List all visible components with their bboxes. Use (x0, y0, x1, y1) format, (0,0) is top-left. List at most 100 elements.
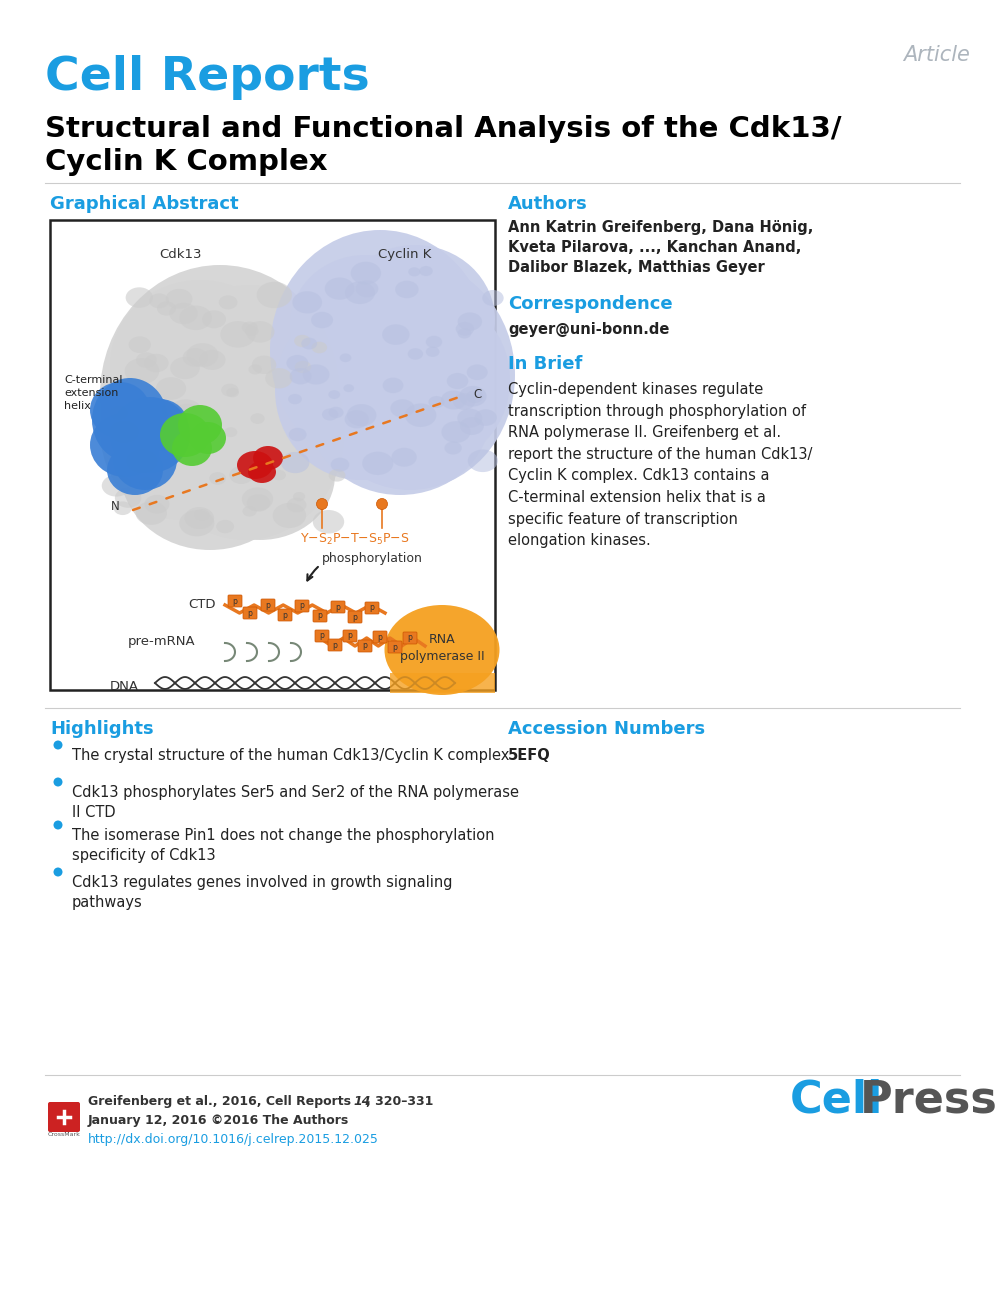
Text: Graphical Abstract: Graphical Abstract (50, 194, 238, 213)
Text: p: p (393, 642, 397, 651)
Ellipse shape (219, 295, 237, 309)
Text: Structural and Functional Analysis of the Cdk13/: Structural and Functional Analysis of th… (45, 115, 841, 144)
Ellipse shape (441, 422, 470, 442)
Ellipse shape (351, 262, 381, 284)
Text: RNA
polymerase II: RNA polymerase II (400, 633, 484, 663)
Ellipse shape (257, 466, 275, 479)
Ellipse shape (457, 329, 471, 338)
Ellipse shape (294, 335, 311, 347)
Ellipse shape (356, 281, 378, 298)
Ellipse shape (173, 403, 202, 425)
Text: The crystal structure of the human Cdk13/Cyclin K complex: The crystal structure of the human Cdk13… (72, 748, 510, 763)
Ellipse shape (453, 393, 475, 410)
Text: Kveta Pilarova, ..., Kanchan Anand,: Kveta Pilarova, ..., Kanchan Anand, (508, 240, 801, 254)
Ellipse shape (460, 416, 484, 435)
Text: CTD: CTD (188, 598, 215, 611)
Text: p: p (232, 596, 237, 606)
Ellipse shape (426, 347, 439, 358)
Ellipse shape (288, 394, 302, 405)
Text: p: p (320, 632, 325, 641)
Ellipse shape (455, 322, 474, 335)
FancyBboxPatch shape (358, 639, 372, 652)
Ellipse shape (245, 326, 258, 335)
Text: pre-mRNA: pre-mRNA (128, 636, 196, 649)
Text: p: p (247, 608, 252, 617)
Text: In Brief: In Brief (508, 355, 582, 373)
Ellipse shape (202, 311, 226, 329)
Ellipse shape (302, 338, 318, 350)
Ellipse shape (160, 412, 210, 457)
Text: January 12, 2016 ©2016 The Authors: January 12, 2016 ©2016 The Authors (88, 1114, 350, 1128)
Text: p: p (408, 633, 412, 642)
Ellipse shape (178, 405, 222, 445)
Text: , 320–331: , 320–331 (366, 1095, 433, 1108)
Ellipse shape (242, 321, 257, 333)
Text: N: N (112, 500, 120, 513)
Ellipse shape (428, 395, 444, 408)
Ellipse shape (185, 508, 214, 530)
Text: CrossMark: CrossMark (47, 1131, 80, 1137)
Ellipse shape (145, 320, 345, 540)
Ellipse shape (286, 355, 309, 372)
Ellipse shape (129, 337, 151, 354)
Ellipse shape (446, 373, 468, 389)
Circle shape (53, 778, 62, 787)
Ellipse shape (185, 410, 335, 540)
Ellipse shape (344, 384, 354, 393)
Ellipse shape (340, 354, 352, 363)
Ellipse shape (395, 281, 419, 299)
Text: Correspondence: Correspondence (508, 295, 672, 313)
FancyBboxPatch shape (243, 607, 257, 619)
Ellipse shape (482, 290, 504, 307)
FancyBboxPatch shape (403, 632, 417, 643)
FancyBboxPatch shape (48, 1101, 80, 1131)
Ellipse shape (312, 342, 327, 354)
Text: The isomerase Pin1 does not change the phosphorylation
specificity of Cdk13: The isomerase Pin1 does not change the p… (72, 827, 494, 864)
Ellipse shape (293, 492, 306, 501)
Ellipse shape (110, 422, 139, 442)
Text: Authors: Authors (508, 194, 588, 213)
Ellipse shape (329, 468, 346, 482)
Ellipse shape (156, 377, 186, 399)
Ellipse shape (136, 352, 157, 368)
Text: Y$-$S$_2$P$-$T$-$S$_5$P$-$S: Y$-$S$_2$P$-$T$-$S$_5$P$-$S (300, 532, 409, 547)
Ellipse shape (242, 506, 256, 517)
Circle shape (317, 499, 328, 509)
Ellipse shape (199, 350, 225, 369)
Ellipse shape (294, 360, 312, 373)
Text: Accession Numbers: Accession Numbers (508, 720, 706, 739)
Ellipse shape (382, 324, 410, 345)
Ellipse shape (166, 288, 192, 309)
Ellipse shape (132, 399, 188, 452)
Text: p: p (348, 632, 353, 641)
Ellipse shape (100, 341, 260, 519)
Text: DNA: DNA (110, 680, 139, 693)
Ellipse shape (179, 510, 214, 536)
Ellipse shape (113, 431, 177, 489)
Ellipse shape (145, 495, 170, 514)
Ellipse shape (246, 321, 274, 343)
Circle shape (53, 740, 62, 749)
Ellipse shape (474, 410, 496, 425)
Ellipse shape (162, 402, 181, 416)
Text: p: p (299, 602, 305, 611)
Text: 5EFQ: 5EFQ (508, 748, 551, 763)
Circle shape (377, 499, 388, 509)
Ellipse shape (170, 284, 330, 425)
Ellipse shape (459, 386, 486, 407)
Ellipse shape (110, 406, 128, 419)
Ellipse shape (275, 300, 445, 480)
Ellipse shape (419, 266, 433, 277)
Ellipse shape (272, 502, 307, 529)
Ellipse shape (140, 478, 154, 488)
Ellipse shape (169, 303, 198, 324)
Ellipse shape (441, 390, 466, 410)
Ellipse shape (457, 408, 482, 428)
FancyBboxPatch shape (228, 595, 242, 607)
Text: Press: Press (860, 1078, 998, 1121)
Ellipse shape (303, 364, 330, 385)
Ellipse shape (392, 448, 417, 467)
Ellipse shape (221, 384, 238, 397)
Ellipse shape (194, 509, 210, 521)
Ellipse shape (289, 368, 312, 385)
